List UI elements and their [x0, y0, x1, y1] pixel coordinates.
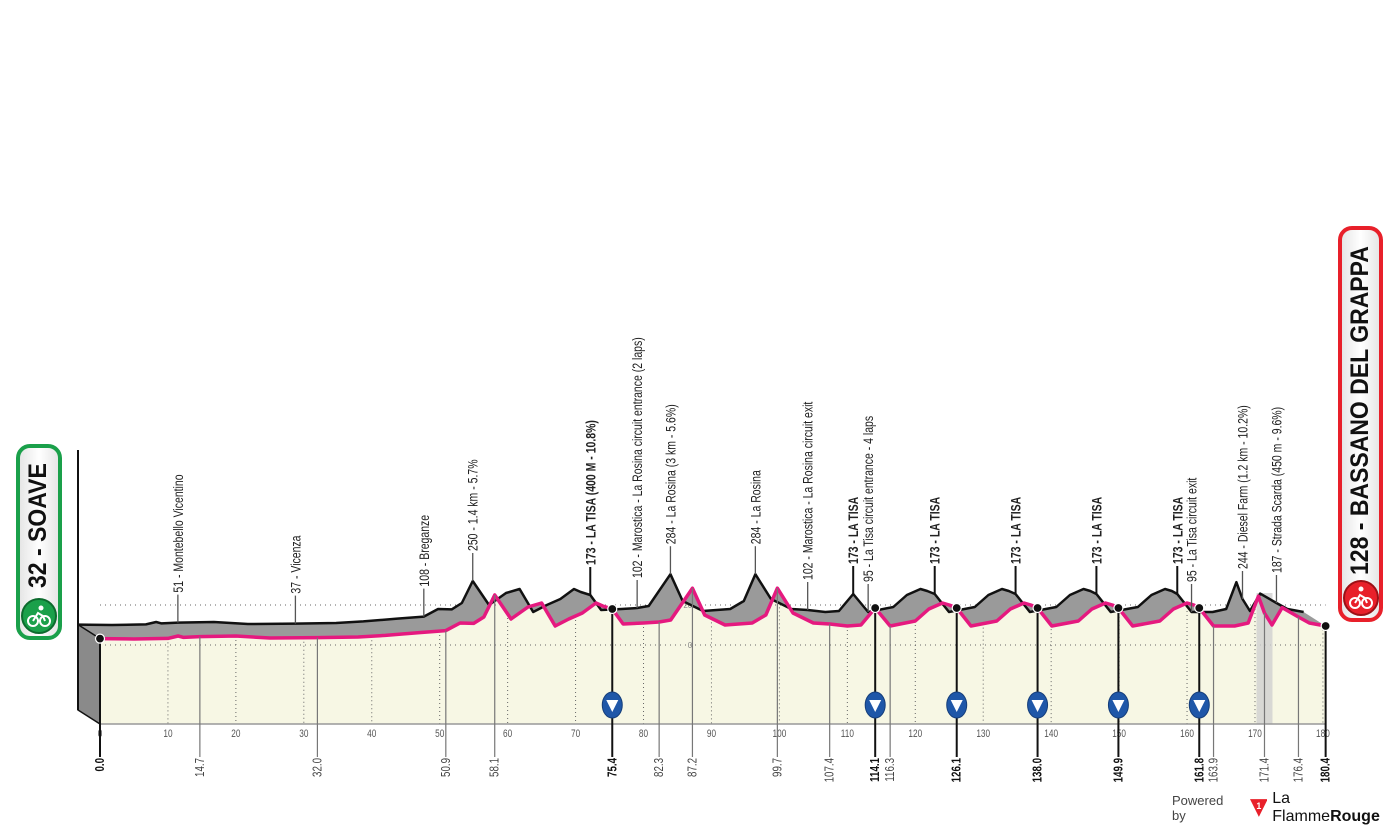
distance-label: 0.0 [94, 758, 108, 772]
distance-label: 176.4 [1292, 757, 1306, 782]
intermediate-sprint-icon [1188, 691, 1210, 719]
distance-label: 50.9 [440, 758, 454, 777]
checkpoint-dot [607, 603, 618, 615]
x-tick-label: 70 [571, 728, 581, 740]
x-tick-label: 80 [639, 728, 649, 740]
intermediate-sprint-icon [864, 691, 886, 719]
x-tick-label: 60 [503, 728, 513, 740]
waypoint-label: 173 - LA TISA [1008, 497, 1024, 564]
down-triangle-icon [1193, 700, 1206, 712]
x-tick-label: 170 [1248, 728, 1262, 740]
distance-label: 99.7 [771, 758, 785, 777]
x-tick-label: 10 [163, 728, 173, 740]
cyclist-icon [21, 598, 57, 634]
x-tick-label: 180 [1316, 728, 1330, 740]
distance-label: 32.0 [311, 758, 325, 777]
start-badge: 32 - SOAVE [16, 444, 62, 640]
svg-text:1: 1 [1256, 801, 1261, 811]
x-tick-label: 40 [367, 728, 377, 740]
route-line [99, 586, 1326, 641]
waypoint-label: 187 - Strada Scarda (450 m - 9.6%) [1269, 407, 1285, 573]
checkpoint-dot [951, 602, 962, 614]
intermediate-sprint-icon [601, 691, 623, 719]
waypoint-label: 173 - LA TISA [927, 497, 943, 564]
checkpoint-dot [1320, 620, 1331, 632]
distance-label: 161.8 [1193, 757, 1207, 782]
x-tick-label: 110 [841, 728, 855, 740]
intermediate-sprint-icon [946, 691, 968, 719]
distance-label: 116.3 [884, 758, 898, 782]
distance-label: 114.1 [869, 757, 883, 781]
x-tick-label: 90 [707, 728, 717, 740]
waypoint-label: 173 - LA TISA [846, 497, 862, 564]
waypoint-label: 108 - Breganze [416, 515, 432, 587]
x-tick-label: 30 [299, 728, 309, 740]
waypoint-label: 284 - La Rosina (3 km - 5.6%) [663, 404, 679, 544]
checkpoint-dot [1113, 602, 1124, 614]
distance-label: 126.1 [951, 757, 965, 782]
finish-label: 128 - BASSANO DEL GRAPPA [1345, 246, 1374, 575]
waypoint-label: 51 - Montebello Vicentino [170, 474, 186, 592]
down-triangle-icon [1112, 700, 1125, 712]
powered-by-text: Powered by [1172, 793, 1224, 823]
checkpoint-dot [94, 633, 106, 644]
waypoint-label: 37 - Vicenza [288, 535, 304, 593]
distance-label: 149.9 [1112, 758, 1126, 782]
checkpoint-dot [1032, 602, 1043, 614]
profile-front-face [100, 588, 1326, 724]
cyclist-icon [1342, 580, 1379, 616]
brand-bold: Rouge [1330, 808, 1380, 825]
distance-label: 163.9 [1207, 758, 1221, 782]
distance-label: 107.4 [823, 757, 837, 782]
elevation-reference-label: 0 [688, 641, 693, 650]
down-triangle-icon [950, 700, 963, 712]
down-triangle-icon [1031, 700, 1044, 712]
distance-label: 58.1 [489, 758, 503, 777]
brand-name: La FlammeRouge [1272, 790, 1400, 826]
checkpoint-dot [1194, 602, 1205, 614]
x-tick-label: 120 [908, 728, 922, 740]
waypoint-label: 102 - Marostica - La Rosina circuit entr… [630, 337, 646, 578]
start-label: 32 - SOAVE [24, 463, 52, 588]
waypoint-label: 250 - 1.4 km - 5.7% [465, 459, 481, 551]
distance-label: 82.3 [653, 758, 667, 777]
profile-top-line [77, 572, 1304, 627]
distance-label: 180.4 [1319, 757, 1333, 782]
distance-label: 138.0 [1031, 758, 1045, 782]
down-triangle-icon [869, 700, 882, 712]
profile-side-face [78, 574, 1326, 639]
brand-light: La Flamme [1272, 790, 1331, 825]
x-tick-label: 50 [435, 728, 445, 740]
x-tick-label: 100 [773, 728, 787, 740]
intermediate-sprint-icon [1027, 691, 1049, 719]
waypoint-label: 244 - Diesel Farm (1.2 km - 10.2%) [1235, 405, 1251, 569]
distance-label: 14.7 [194, 758, 208, 777]
distance-label: 171.4 [1258, 757, 1272, 782]
distance-label: 87.2 [686, 758, 700, 777]
powered-by-footer: Powered by 1 La FlammeRouge [1172, 790, 1400, 825]
waypoint-label: 95 - La Tisa circuit exit [1184, 477, 1200, 582]
finish-badge: 128 - BASSANO DEL GRAPPA [1338, 226, 1383, 622]
checkpoint-dot [870, 602, 881, 614]
x-tick-label: 160 [1180, 728, 1194, 740]
x-tick-label: 130 [976, 728, 990, 740]
flamme-rouge-logo-icon: 1 [1249, 799, 1268, 817]
waypoint-label: 284 - La Rosina [748, 470, 764, 544]
down-triangle-icon [606, 700, 619, 712]
waypoint-label: 173 - LA TISA [1170, 497, 1186, 564]
distance-label: 75.4 [606, 757, 620, 776]
waypoint-label: 173 - LA TISA [1089, 497, 1105, 564]
waypoint-label: 95 - La Tisa circuit entrance - 4 laps [861, 416, 877, 582]
waypoint-label: 173 - LA TISA (400 M - 10.8%) [583, 420, 599, 565]
x-tick-label: 20 [231, 728, 241, 740]
x-tick-label: 140 [1044, 728, 1058, 740]
waypoint-label: 102 - Marostica - La Rosina circuit exit [800, 401, 816, 580]
intermediate-sprint-icon [1107, 691, 1129, 719]
